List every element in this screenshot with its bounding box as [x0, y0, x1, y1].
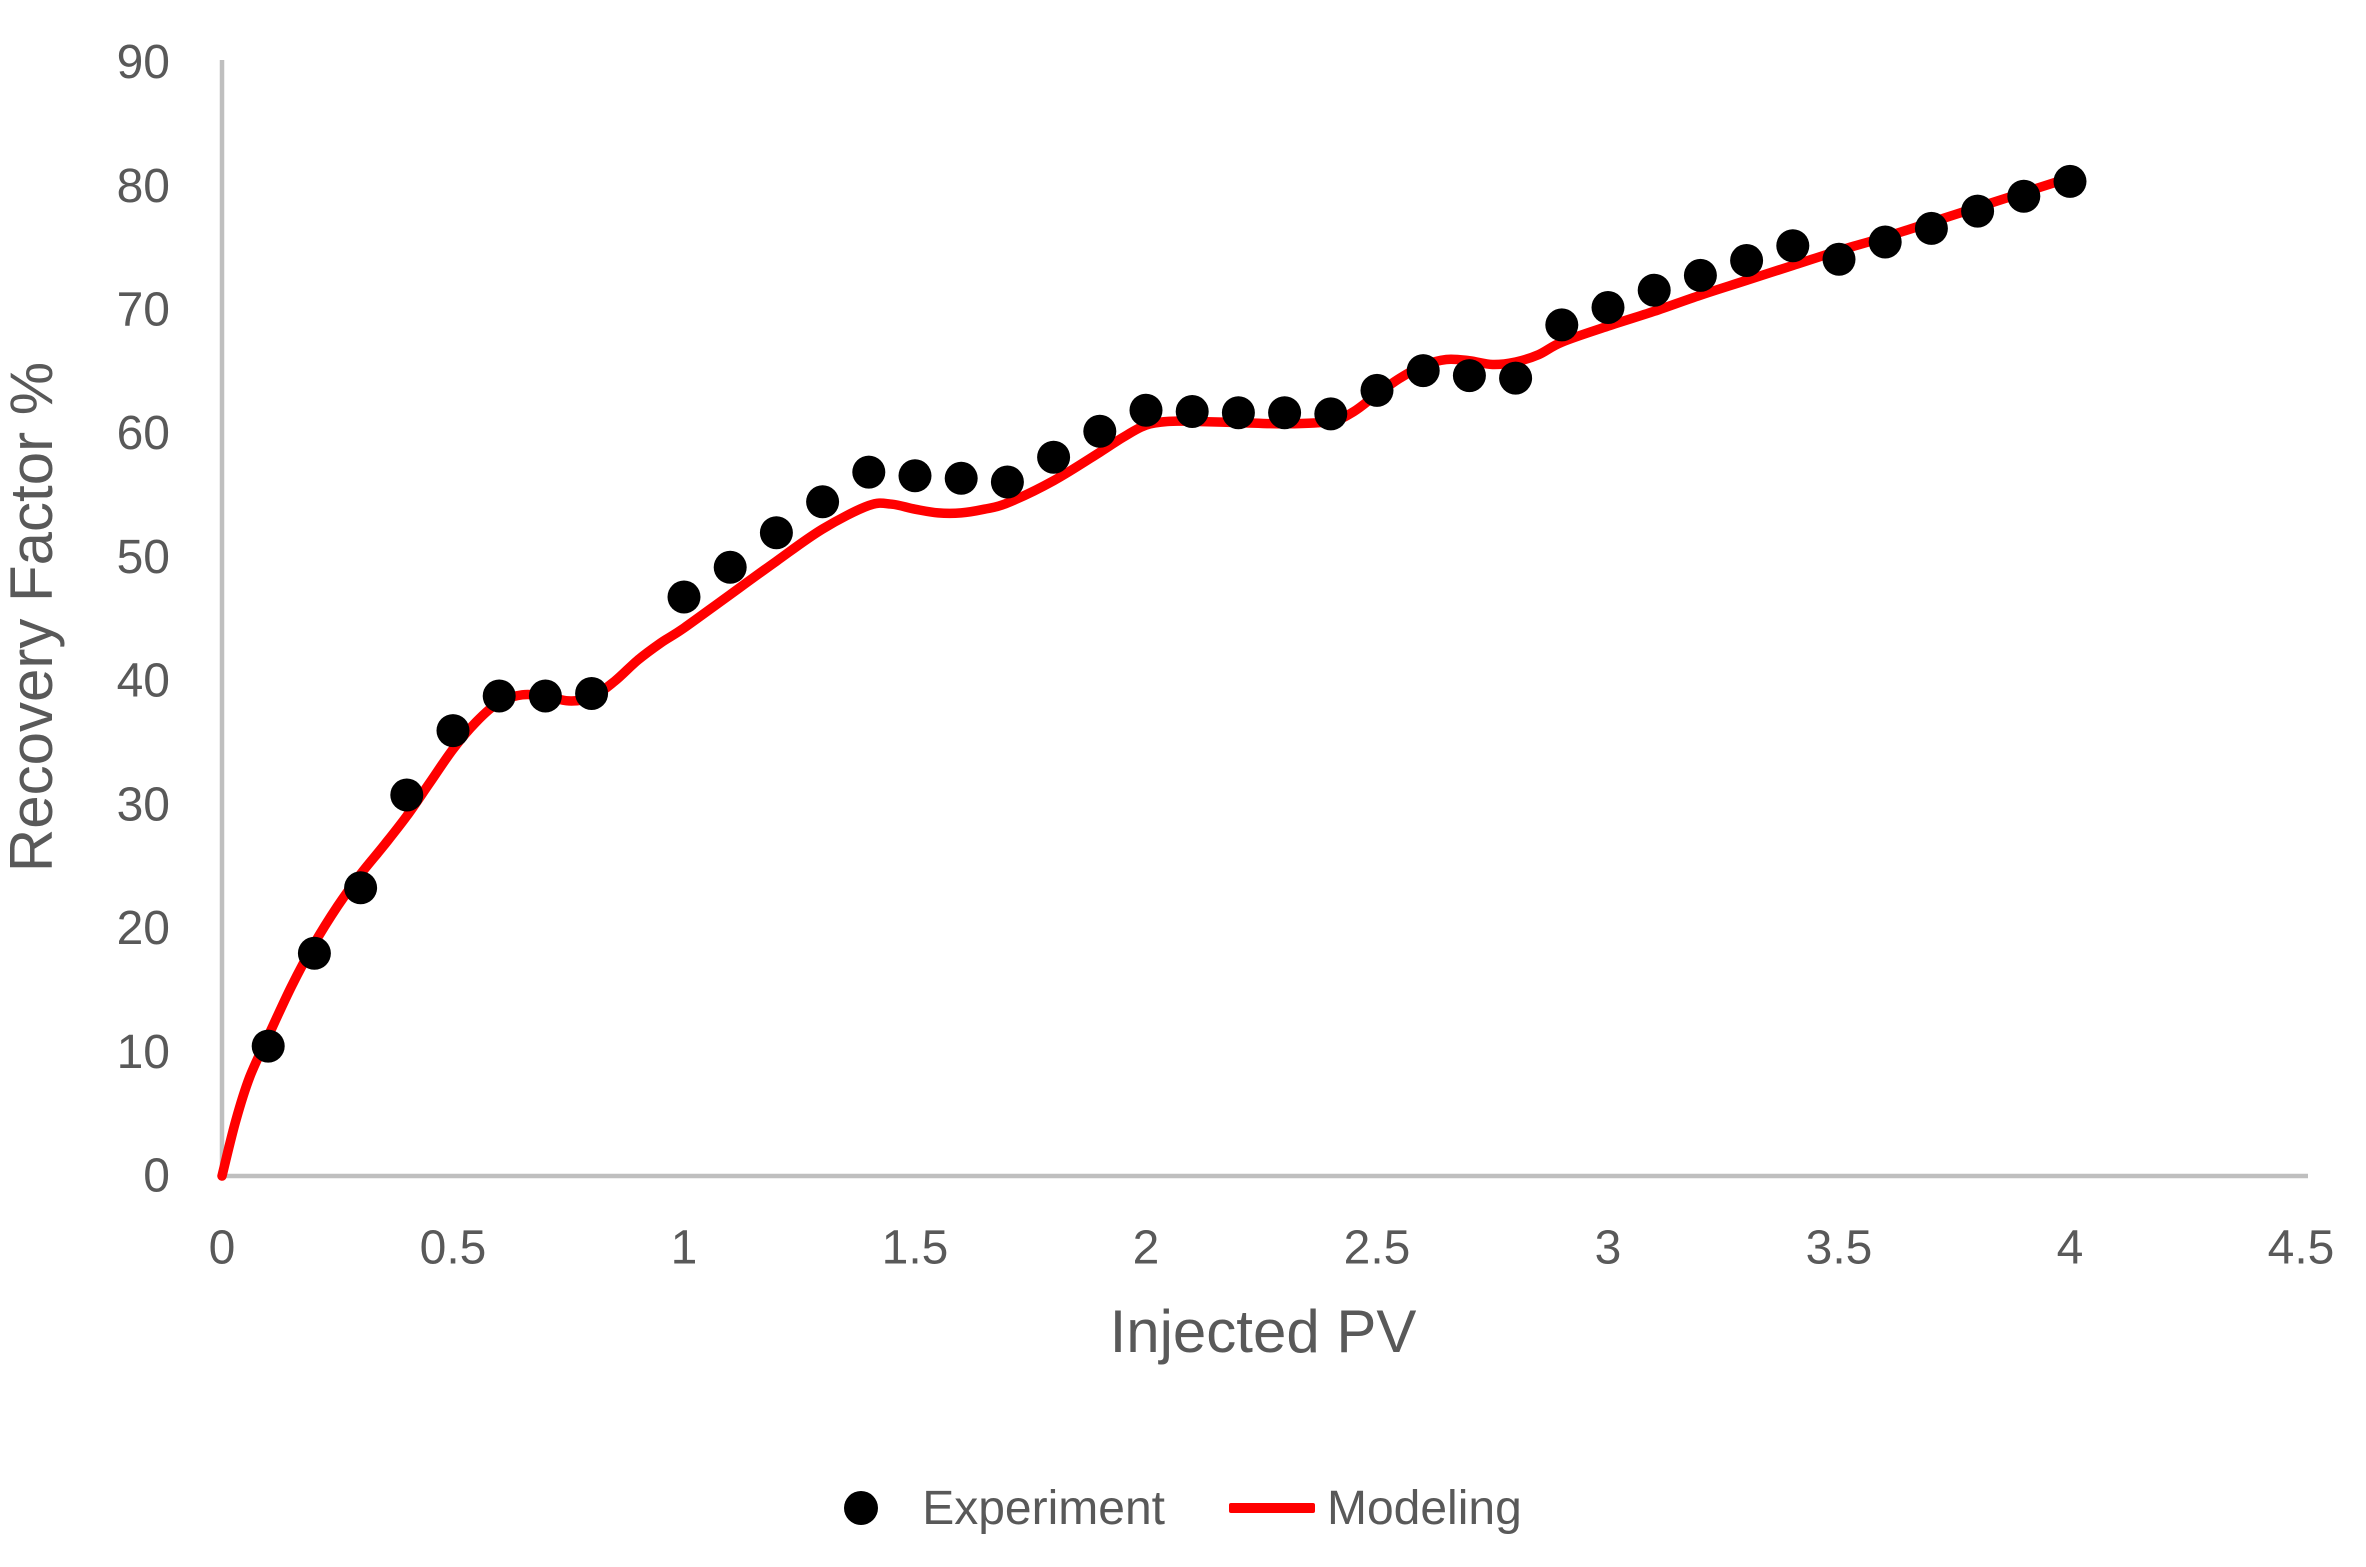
experiment-point — [1822, 242, 1856, 276]
modeling-line — [217, 172, 2075, 1181]
x-tick-label: 2 — [1133, 1222, 1160, 1275]
experiment-point — [1221, 396, 1255, 430]
experiment-point — [1083, 414, 1117, 448]
experiment-point — [1499, 361, 1533, 395]
experiment-points — [251, 164, 2087, 1063]
legend: Experiment Modeling — [0, 1478, 2366, 1538]
experiment-point — [297, 936, 331, 970]
x-tick-label: 4.5 — [2268, 1222, 2335, 1275]
experiment-point — [251, 1029, 285, 1063]
experiment-point — [1591, 291, 1625, 324]
legend-label-experiment: Experiment — [922, 1481, 1165, 1535]
modeling-line-icon — [1228, 1503, 1315, 1513]
experiment-point — [2007, 179, 2041, 213]
experiment-point — [1730, 244, 1764, 277]
experiment-point — [667, 580, 701, 614]
x-tick-label: 3 — [1595, 1222, 1622, 1275]
experiment-point — [990, 465, 1024, 499]
experiment-point — [1776, 229, 1810, 263]
y-tick-label: 40 — [117, 655, 170, 708]
y-tick-label: 80 — [117, 160, 170, 213]
experiment-point — [852, 455, 886, 489]
experiment-point — [1868, 225, 1902, 259]
x-tick-label: 3.5 — [1806, 1222, 1873, 1275]
x-tick-label: 1 — [671, 1222, 698, 1275]
y-axis-title: Recovery Factor % — [0, 362, 65, 872]
y-tick-label: 60 — [117, 407, 170, 460]
experiment-point — [1545, 308, 1579, 342]
experiment-point — [898, 459, 932, 493]
experiment-marker-icon — [844, 1491, 879, 1525]
experiment-point — [1175, 395, 1209, 428]
experiment-point — [1637, 273, 1671, 307]
x-tick-label: 2.5 — [1344, 1222, 1411, 1275]
experiment-point — [713, 550, 747, 584]
y-tick-label: 0 — [143, 1150, 170, 1203]
x-axis-title: Injected PV — [1110, 1298, 1417, 1365]
x-tick-label: 4 — [2057, 1222, 2084, 1275]
experiment-point — [1961, 194, 1995, 228]
x-tick-label: 0.5 — [420, 1222, 487, 1275]
experiment-point — [575, 677, 609, 710]
experiment-point — [482, 679, 516, 713]
experiment-point — [528, 679, 562, 713]
x-tick-label: 0 — [209, 1222, 236, 1275]
experiment-point — [1314, 397, 1348, 431]
experiment-point — [390, 778, 424, 812]
y-tick-label: 50 — [117, 531, 170, 584]
experiment-point — [344, 871, 378, 905]
experiment-point — [944, 461, 978, 495]
experiment-point — [1406, 354, 1440, 388]
legend-label-modeling: Modeling — [1326, 1481, 1522, 1535]
experiment-point — [806, 485, 840, 519]
experiment-point — [1129, 393, 1163, 427]
experiment-point — [436, 714, 470, 748]
y-tick-label: 30 — [117, 778, 170, 831]
legend-item-modeling: Modeling — [1228, 1481, 1522, 1536]
y-tick-label: 20 — [117, 902, 170, 955]
experiment-point — [1914, 211, 1948, 245]
experiment-point — [759, 516, 793, 550]
experiment-point — [1360, 373, 1394, 407]
experiment-point — [2053, 164, 2087, 198]
x-tick-label: 1.5 — [882, 1222, 949, 1275]
experiment-point — [1037, 440, 1071, 474]
y-axis-tick-labels: 0 10 20 30 40 50 60 70 80 90 — [117, 36, 170, 1202]
y-tick-label: 70 — [117, 284, 170, 337]
experiment-point — [1683, 258, 1717, 292]
y-tick-label: 10 — [117, 1026, 170, 1079]
x-axis-tick-labels: 0 0.5 1 1.5 2 2.5 3 3.5 4 4.5 — [209, 1222, 2335, 1275]
experiment-point — [1452, 359, 1486, 393]
legend-item-experiment: Experiment — [844, 1481, 1165, 1536]
experiment-point — [1268, 396, 1302, 430]
y-tick-label: 90 — [117, 36, 170, 89]
